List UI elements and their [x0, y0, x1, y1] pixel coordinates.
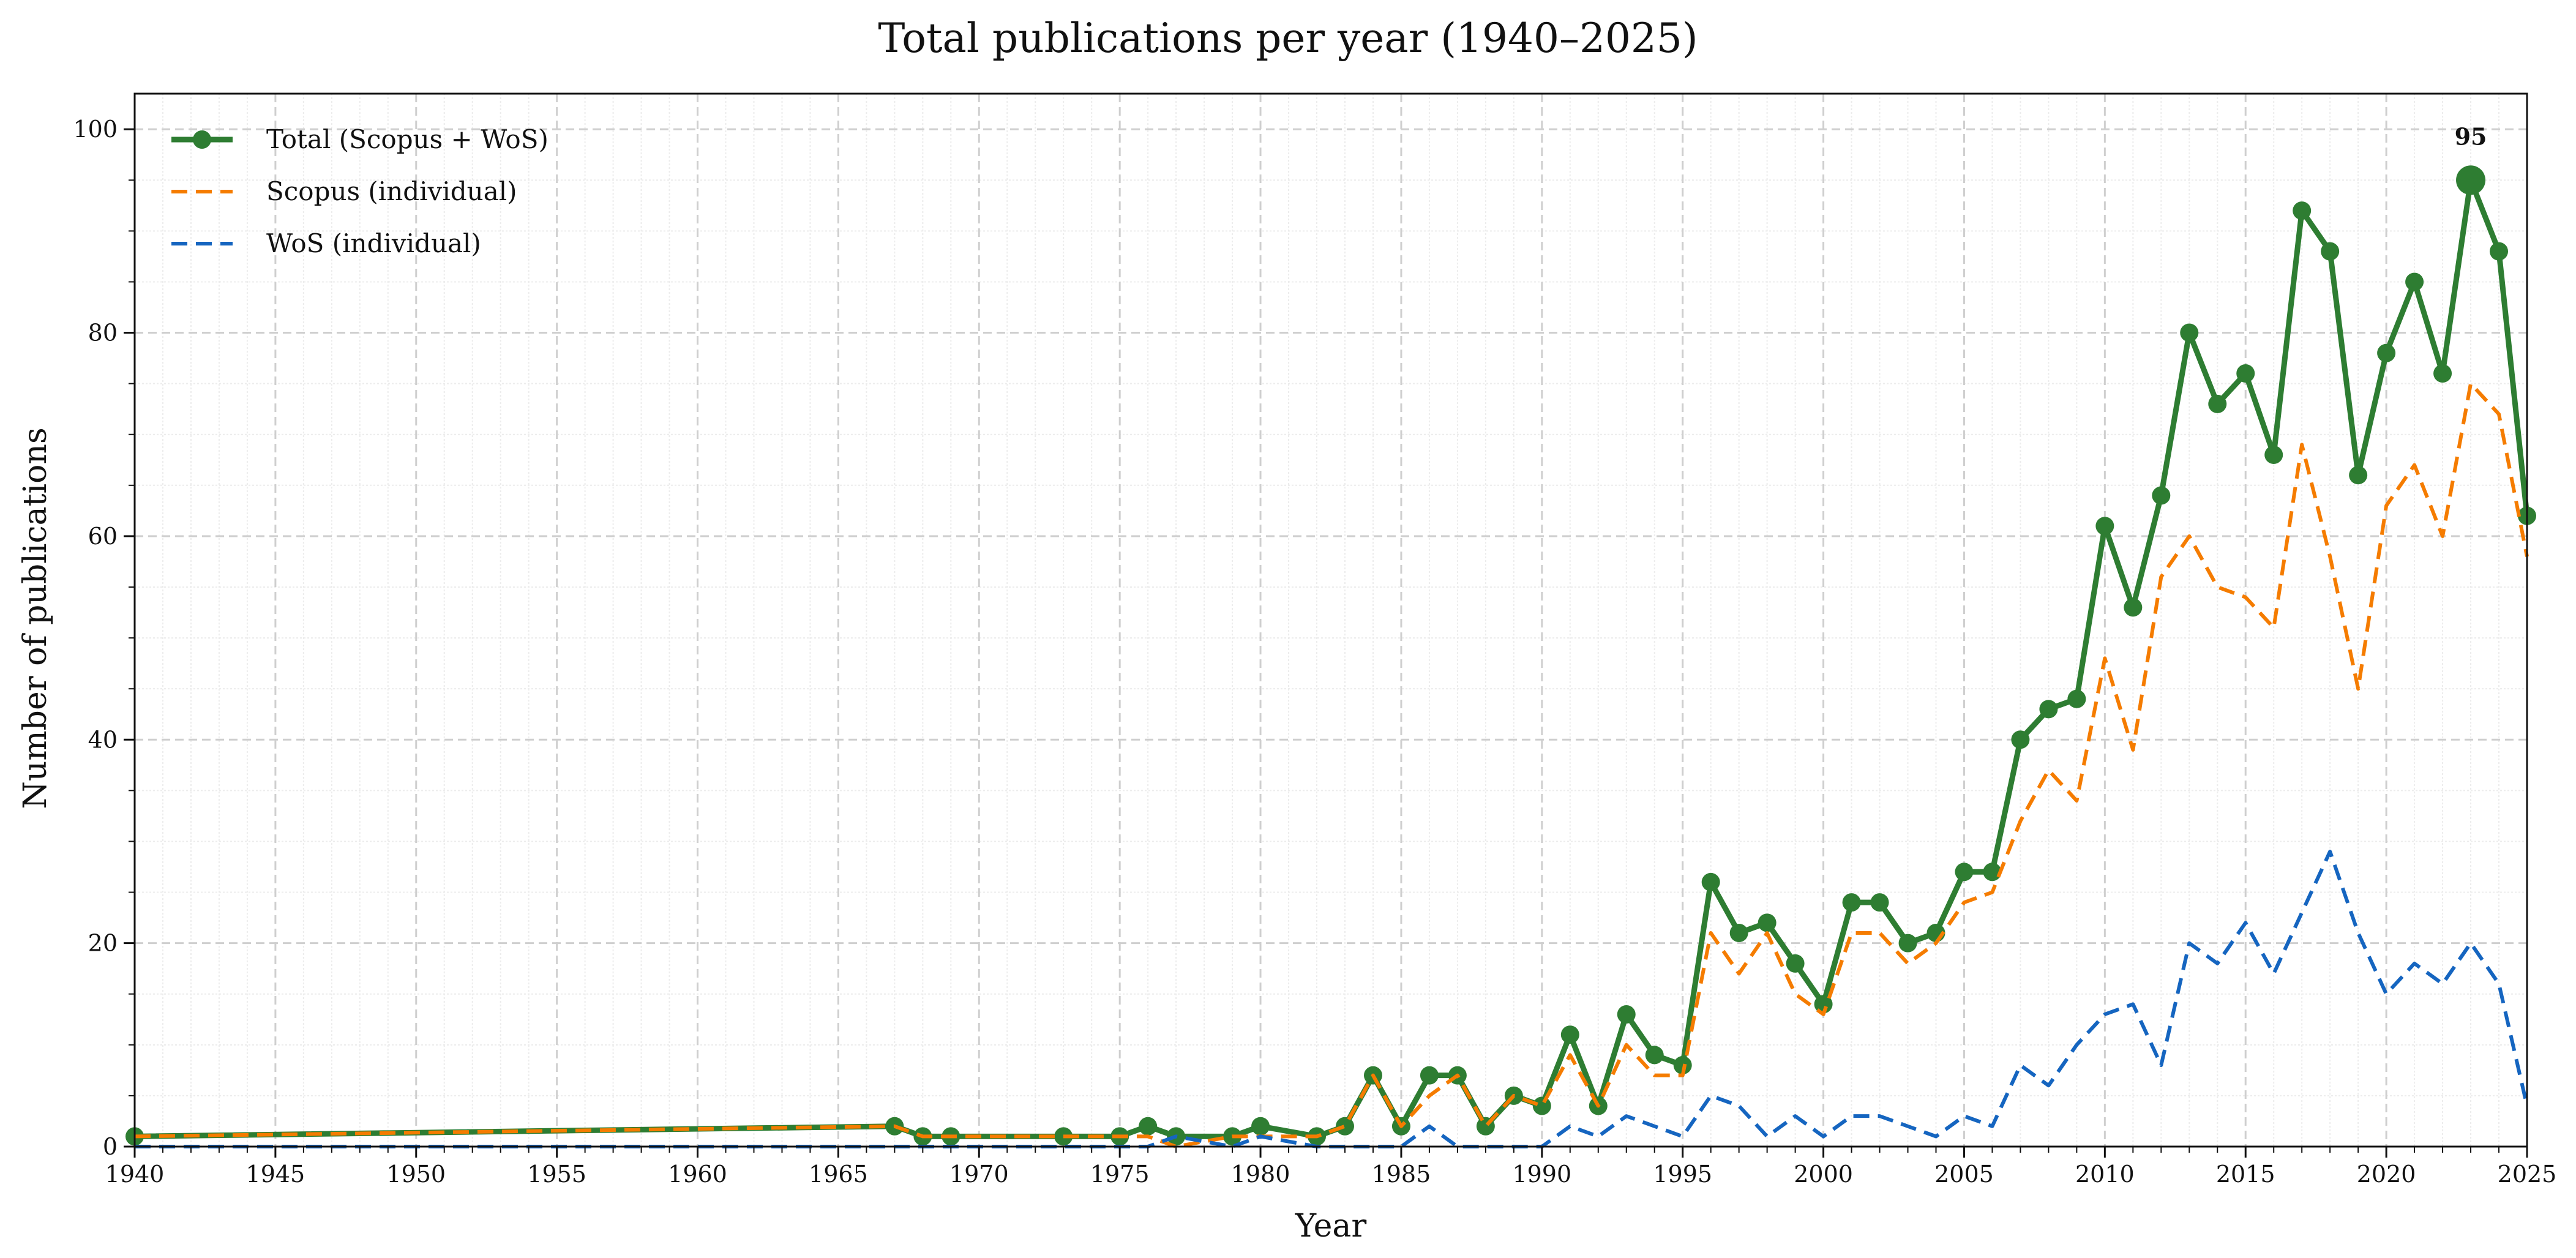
- axes: 1940 1945 1950 1955 1960 1965 1970 1975 1980 1985…: [73, 92, 2557, 1188]
- data-point: [1335, 1117, 1354, 1136]
- series-line-2: [135, 850, 2529, 1148]
- x-tick-label: 2005: [1934, 1161, 1994, 1188]
- data-point: [1701, 872, 1720, 891]
- x-tick-label: 1970: [949, 1161, 1009, 1188]
- data-point: [1139, 1117, 1158, 1136]
- y-tick-label: 0: [103, 1133, 118, 1160]
- data-point: [1758, 913, 1777, 932]
- data-point: [2152, 486, 2171, 505]
- data-point: [1420, 1066, 1439, 1085]
- chart-title: Total publications per year (1940–2025): [878, 15, 1698, 62]
- data-point: [2095, 517, 2114, 536]
- data-point: [2405, 272, 2424, 291]
- legend-label-0: Total (Scopus + WoS): [266, 124, 549, 154]
- x-tick-label: 1955: [527, 1161, 586, 1188]
- x-tick-label: 2025: [2498, 1161, 2557, 1188]
- data-point: [2433, 364, 2452, 383]
- data-point: [1955, 863, 1974, 882]
- y-axis-label: Number of publications: [17, 427, 54, 809]
- data-point: [2039, 700, 2058, 719]
- x-tick-label: 2020: [2357, 1161, 2416, 1188]
- y-tick-label: 60: [88, 523, 118, 550]
- data-point: [1532, 1096, 1551, 1115]
- x-tick-label: 1975: [1090, 1161, 1150, 1188]
- data-point: [1251, 1117, 1270, 1136]
- data-point: [2321, 242, 2340, 261]
- data-point: [2208, 394, 2227, 413]
- data-point: [1673, 1056, 1692, 1075]
- x-tick-label: 1960: [668, 1161, 727, 1188]
- x-tick-label: 1985: [1372, 1161, 1431, 1188]
- peak-marker: [2456, 165, 2486, 195]
- data-point: [2349, 466, 2368, 485]
- data-point: [2236, 364, 2255, 383]
- y-tick-label: 80: [88, 320, 118, 346]
- x-tick-label: 1940: [105, 1161, 165, 1188]
- series-layer: 95: [125, 122, 2536, 1148]
- data-point: [1898, 934, 1917, 953]
- data-point: [1786, 954, 1805, 973]
- x-tick-label: 1980: [1231, 1161, 1290, 1188]
- y-tick-label: 40: [88, 726, 118, 753]
- x-tick-label: 2015: [2216, 1161, 2275, 1188]
- peak-annotation: 95: [2455, 122, 2487, 150]
- x-axis-label: Year: [1295, 1208, 1367, 1245]
- plot-frame: [133, 92, 2528, 1148]
- legend: Total (Scopus + WoS) Scopus (individual) W…: [171, 124, 549, 258]
- y-tick-label: 20: [88, 930, 118, 957]
- data-point: [2293, 201, 2312, 220]
- x-tick-label: 1945: [246, 1161, 305, 1188]
- series-line-0: [134, 177, 2530, 1139]
- data-point: [1983, 863, 2002, 882]
- data-point: [2124, 598, 2143, 617]
- data-point: [2180, 323, 2199, 342]
- data-point: [2377, 343, 2396, 362]
- data-point: [1617, 1005, 1636, 1024]
- data-point: [1645, 1046, 1664, 1065]
- x-tick-label: 1995: [1653, 1161, 1712, 1188]
- data-point: [2011, 730, 2030, 749]
- grid: [133, 94, 2528, 1148]
- data-point: [1842, 893, 1861, 912]
- x-tick-label: 2010: [2075, 1161, 2135, 1188]
- x-tick-label: 1990: [1512, 1161, 1571, 1188]
- legend-marker: [193, 130, 211, 149]
- legend-label-1: Scopus (individual): [266, 176, 517, 206]
- data-point: [1560, 1025, 1579, 1044]
- series-line-1: [134, 381, 2529, 1148]
- data-point: [1870, 893, 1889, 912]
- y-tick-label: 100: [73, 116, 118, 143]
- x-tick-label: 1965: [809, 1161, 868, 1188]
- x-tick-label: 2000: [1794, 1161, 1853, 1188]
- data-point: [1729, 924, 1748, 943]
- x-tick-label: 1950: [386, 1161, 446, 1188]
- data-point: [2264, 445, 2283, 464]
- data-point: [2067, 689, 2086, 708]
- data-point: [2490, 242, 2509, 261]
- legend-label-2: WoS (individual): [266, 228, 481, 258]
